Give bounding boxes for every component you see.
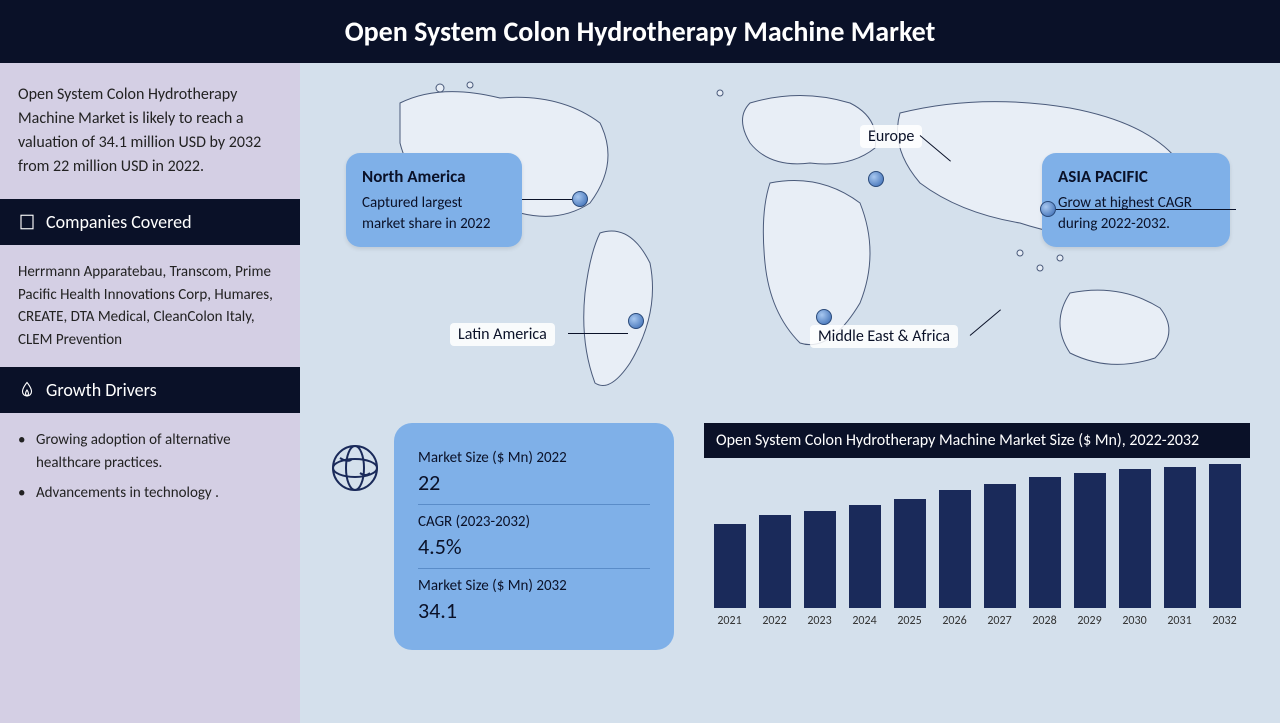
stats-card: Market Size ($ Mn) 2022 22 CAGR (2023-20…	[394, 423, 674, 650]
stat-label: Market Size ($ Mn) 2022	[418, 449, 650, 467]
chart-bar	[1119, 469, 1151, 608]
main-container: Open System Colon Hydrotherapy Machine M…	[0, 63, 1280, 723]
bottom-section: Market Size ($ Mn) 2022 22 CAGR (2023-20…	[300, 413, 1280, 668]
callout-ap-title: ASIA PACIFIC	[1058, 165, 1214, 189]
companies-heading: Companies Covered	[0, 199, 300, 245]
chart-bar	[1209, 464, 1241, 608]
callout-north-america: North America Captured largest market sh…	[346, 153, 522, 247]
stat-value: 34.1	[418, 597, 650, 624]
bar-label: 2027	[987, 614, 1011, 628]
chart-body: 2021 2022 2023 2024 2025 2026 2027 2028 2029 2030…	[704, 468, 1250, 668]
stat-row: Market Size ($ Mn) 2032 34.1	[418, 569, 650, 632]
leader-line	[1056, 209, 1236, 210]
chart-bar	[759, 515, 791, 608]
bar-column: 2025	[892, 499, 927, 628]
stats-wrap: Market Size ($ Mn) 2022 22 CAGR (2023-20…	[330, 423, 674, 650]
world-map: North America Captured largest market sh…	[320, 73, 1260, 413]
label-mea: Middle East & Africa	[810, 325, 958, 348]
bar-column: 2021	[712, 524, 747, 628]
bar-label: 2029	[1077, 614, 1101, 628]
bar-column: 2026	[937, 490, 972, 628]
drivers-heading-text: Growth Drivers	[46, 379, 157, 401]
stat-label: Market Size ($ Mn) 2032	[418, 577, 650, 595]
bar-label: 2021	[717, 614, 741, 628]
chart-bar	[1164, 467, 1196, 608]
bar-column: 2032	[1207, 464, 1242, 628]
bar-column: 2029	[1072, 473, 1107, 628]
bar-label: 2028	[1032, 614, 1056, 628]
bar-label: 2030	[1122, 614, 1146, 628]
bar-chart: Open System Colon Hydrotherapy Machine M…	[704, 423, 1250, 668]
page-title: Open System Colon Hydrotherapy Machine M…	[0, 0, 1280, 63]
stat-value: 22	[418, 469, 650, 496]
bar-label: 2032	[1212, 614, 1236, 628]
bar-column: 2023	[802, 511, 837, 628]
callout-na-text: Captured largest market share in 2022	[362, 193, 506, 235]
bar-label: 2024	[852, 614, 876, 628]
stat-value: 4.5%	[418, 533, 650, 560]
map-pin	[572, 191, 588, 207]
bar-column: 2028	[1027, 477, 1062, 628]
chart-bar	[894, 499, 926, 608]
stat-row: Market Size ($ Mn) 2022 22	[418, 441, 650, 505]
chart-bar	[804, 511, 836, 608]
building-icon	[18, 213, 36, 231]
stat-label: CAGR (2023-2032)	[418, 513, 650, 531]
bar-column: 2024	[847, 505, 882, 628]
driver-item: Growing adoption of alternative healthca…	[18, 429, 282, 474]
bar-column: 2027	[982, 484, 1017, 628]
drivers-heading: Growth Drivers	[0, 367, 300, 413]
leader-line	[522, 199, 572, 200]
companies-text: Herrmann Apparatebau, Transcom, Prime Pa…	[0, 245, 300, 367]
companies-heading-text: Companies Covered	[46, 211, 192, 233]
chart-bar	[849, 505, 881, 608]
map-pin	[816, 309, 832, 325]
map-pin	[628, 313, 644, 329]
market-summary: Open System Colon Hydrotherapy Machine M…	[0, 63, 300, 199]
callout-asia-pacific: ASIA PACIFIC Grow at highest CAGR during…	[1042, 153, 1230, 247]
bar-column: 2022	[757, 515, 792, 628]
chart-bar	[1074, 473, 1106, 608]
bar-label: 2026	[942, 614, 966, 628]
chart-title: Open System Colon Hydrotherapy Machine M…	[704, 423, 1250, 458]
driver-item: Advancements in technology .	[18, 482, 282, 505]
map-pin	[868, 171, 884, 187]
chart-bar	[984, 484, 1016, 608]
globe-icon	[330, 443, 380, 493]
chart-bar	[1029, 477, 1061, 608]
sidebar: Open System Colon Hydrotherapy Machine M…	[0, 63, 300, 723]
flame-icon	[18, 381, 36, 399]
chart-bar	[714, 524, 746, 608]
stat-row: CAGR (2023-2032) 4.5%	[418, 505, 650, 569]
bar-column: 2030	[1117, 469, 1152, 628]
bar-column: 2031	[1162, 467, 1197, 628]
drivers-body: Growing adoption of alternative healthca…	[0, 413, 300, 529]
callout-ap-text: Grow at highest CAGR during 2022-2032.	[1058, 193, 1214, 235]
bar-label: 2025	[897, 614, 921, 628]
main-panel: North America Captured largest market sh…	[300, 63, 1280, 723]
leader-line	[568, 333, 628, 334]
bar-label: 2022	[762, 614, 786, 628]
chart-bar	[939, 490, 971, 608]
bar-label: 2023	[807, 614, 831, 628]
label-latin-america: Latin America	[450, 323, 555, 346]
label-europe: Europe	[860, 125, 922, 148]
bar-label: 2031	[1167, 614, 1191, 628]
callout-na-title: North America	[362, 165, 506, 189]
map-pin	[1040, 201, 1056, 217]
